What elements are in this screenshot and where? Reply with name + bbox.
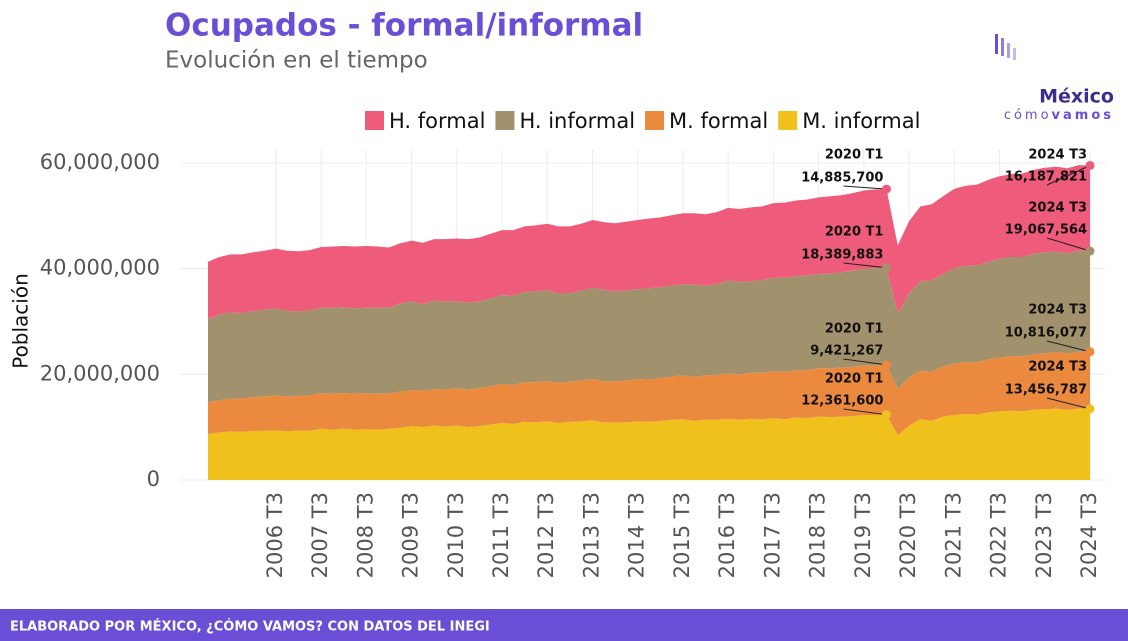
chart-subtitle: Evolución en el tiempo xyxy=(165,48,428,74)
leader-line xyxy=(1046,165,1091,186)
annotation-date: 2024 T3 xyxy=(1028,360,1087,375)
leader-line xyxy=(843,358,887,366)
logo-tagline-bold: vamos xyxy=(1052,108,1114,123)
annotation-date: 2024 T3 xyxy=(1028,148,1087,163)
x-tick-label: 2007 T3 xyxy=(308,492,332,578)
legend-swatch xyxy=(495,111,515,130)
legend-swatch xyxy=(645,111,665,130)
x-tick-label: 2014 T3 xyxy=(625,492,649,578)
annotation-date: 2020 T1 xyxy=(825,372,884,387)
annotation-value: 18,389,883 xyxy=(801,248,883,263)
x-tick-label: 2017 T3 xyxy=(760,492,784,578)
annotation-value: 9,421,267 xyxy=(810,344,883,359)
y-tick-label: 40,000,000 xyxy=(40,256,160,280)
x-tick-label: 2016 T3 xyxy=(715,492,739,578)
annotation-value: 10,816,077 xyxy=(1005,326,1087,341)
logo-bar xyxy=(1001,38,1004,56)
annotation-date: 2024 T3 xyxy=(1028,303,1087,318)
annotation-date: 2020 T1 xyxy=(825,322,884,337)
x-tick-label: 2015 T3 xyxy=(670,492,694,578)
annotation-value: 16,187,821 xyxy=(1005,170,1087,185)
leader-line xyxy=(843,262,887,269)
footer-bar xyxy=(0,609,1128,641)
legend-label: H. formal xyxy=(389,109,485,133)
legend-label: M. formal xyxy=(669,109,768,133)
point xyxy=(1085,160,1095,170)
area xyxy=(208,250,1090,403)
x-tick-label: 2013 T3 xyxy=(579,492,603,578)
x-tick-label: 2019 T3 xyxy=(851,492,875,578)
annotation-value: 13,456,787 xyxy=(1005,383,1087,398)
legend-label: H. informal xyxy=(519,109,635,133)
annotation-value: 19,067,564 xyxy=(1005,223,1087,238)
x-tick-label: 2018 T3 xyxy=(806,492,830,578)
leader-line xyxy=(1046,397,1091,410)
x-tick-label: 2012 T3 xyxy=(534,492,558,578)
y-axis-label: Población xyxy=(9,273,33,369)
point xyxy=(1085,246,1095,256)
x-tick-label: 2020 T3 xyxy=(896,492,920,578)
annotation-value: 14,885,700 xyxy=(801,171,883,186)
footer-text: ELABORADO POR MÉXICO, ¿CÓMO VAMOS? CON D… xyxy=(10,619,490,635)
leader-line xyxy=(843,185,887,190)
y-tick-label: 20,000,000 xyxy=(40,361,160,385)
x-tick-label: 2022 T3 xyxy=(987,492,1011,578)
logo-tagline-light: cómo xyxy=(1004,108,1052,123)
logo-name: México xyxy=(1039,86,1114,108)
x-tick-label: 2010 T3 xyxy=(444,492,468,578)
area xyxy=(208,165,1090,319)
logo-bar xyxy=(1007,43,1010,58)
y-tick-label: 0 xyxy=(147,467,160,491)
x-tick-label: 2006 T3 xyxy=(263,492,287,578)
logo: México cómovamos xyxy=(995,34,1114,123)
point xyxy=(881,360,891,370)
x-tick-label: 2008 T3 xyxy=(353,492,377,578)
logo-tagline: cómovamos xyxy=(1004,108,1114,123)
legend-label: M. informal xyxy=(802,109,920,133)
logo-bar xyxy=(995,34,998,54)
x-tick-label: 2021 T3 xyxy=(941,492,965,578)
point xyxy=(1085,347,1095,357)
legend: H. formal H. informal M. formal M. informal xyxy=(365,109,920,133)
point xyxy=(881,263,891,273)
annotation-value: 12,361,600 xyxy=(801,394,883,409)
point xyxy=(881,410,891,420)
annotation-date: 2020 T1 xyxy=(825,148,884,163)
legend-swatch xyxy=(365,111,384,130)
area xyxy=(208,408,1090,480)
x-tick-label: 2023 T3 xyxy=(1032,492,1056,578)
leader-line xyxy=(1046,237,1091,252)
leader-line xyxy=(1046,340,1091,353)
legend-swatch xyxy=(778,111,798,130)
point xyxy=(881,184,891,194)
area xyxy=(208,351,1090,436)
x-tick-label: 2011 T3 xyxy=(489,492,513,578)
leader-line xyxy=(843,408,887,416)
point xyxy=(1085,404,1095,414)
x-tick-label: 2024 T3 xyxy=(1077,492,1101,578)
annotation-date: 2024 T3 xyxy=(1028,201,1087,216)
x-tick-label: 2009 T3 xyxy=(399,492,423,578)
chart-title: Ocupados - formal/informal xyxy=(165,8,643,44)
logo-bar xyxy=(1013,48,1016,60)
y-tick-label: 60,000,000 xyxy=(40,150,160,174)
annotation-date: 2020 T1 xyxy=(825,225,884,240)
